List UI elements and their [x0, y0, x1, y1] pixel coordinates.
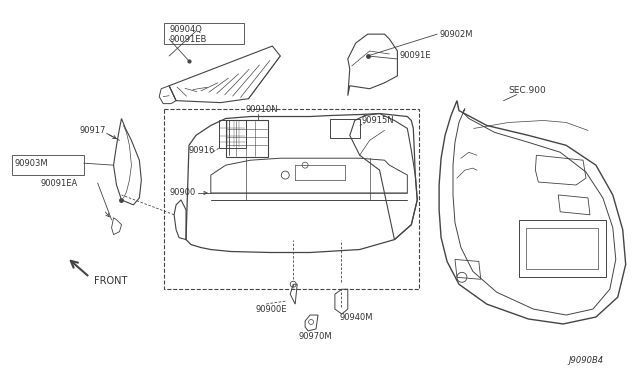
Text: 90910N: 90910N — [246, 105, 278, 114]
Text: 90904Q: 90904Q — [169, 25, 202, 34]
Text: FRONT: FRONT — [93, 276, 127, 286]
Text: 90917: 90917 — [80, 126, 106, 135]
Text: J9090B4: J9090B4 — [568, 356, 604, 365]
Text: 90091EB: 90091EB — [169, 35, 207, 44]
Text: 90970M: 90970M — [298, 332, 332, 341]
Text: 90903M: 90903M — [14, 159, 48, 168]
Text: 90900E: 90900E — [255, 305, 287, 314]
Text: 90091E: 90091E — [399, 51, 431, 61]
Text: 90940M: 90940M — [340, 312, 373, 321]
Text: 90915N: 90915N — [362, 116, 394, 125]
Text: 90916: 90916 — [189, 146, 216, 155]
Text: SEC.900: SEC.900 — [509, 86, 547, 95]
Text: 90900: 90900 — [169, 189, 195, 198]
Text: 90091EA: 90091EA — [40, 179, 77, 187]
Text: 90902M: 90902M — [439, 30, 472, 39]
